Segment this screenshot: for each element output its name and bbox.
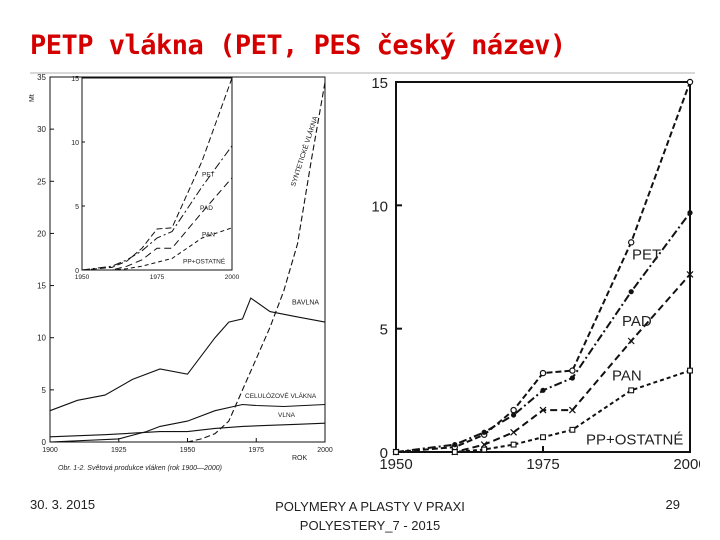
right-point-pp-ostatne-5: [569, 426, 576, 433]
right-point-pad-1: [452, 442, 458, 448]
left-main-x-tick-label-1950: 1950: [180, 447, 196, 454]
left-inset-x-tick-label-2000: 2000: [225, 274, 240, 281]
left-inset-y-tick-label-10: 10: [71, 140, 79, 147]
slide-title: PETP vlákna (PET, PES český název): [30, 30, 566, 61]
left-main-series-bavlna: [49, 297, 326, 412]
right-point-pad-5: [569, 375, 575, 381]
right-x-tick-label-1975: 1975: [526, 456, 559, 473]
right-y-tick-label-0: 0: [380, 445, 388, 462]
right-series-pad: [395, 212, 691, 453]
right-point-pet-5: [569, 367, 576, 374]
left-inset-y-tick-label-15: 15: [71, 76, 79, 83]
right-point-pad-4: [540, 387, 546, 393]
left-main-annotation-celulozove-vlakna: CELULÓZOVÉ VLÁKNA: [245, 391, 317, 400]
left-inset-y-tick-label-5: 5: [75, 204, 79, 211]
left-main-xlabel: ROK: [292, 455, 308, 462]
footer-course-line1: POLYMERY A PLASTY V PRAXI: [275, 499, 465, 514]
right-series-pp-ostatne: [396, 369, 691, 453]
right-point-pad-6: [628, 289, 634, 295]
left-main-y-tick-label-15: 15: [37, 282, 46, 291]
footer-course-line2: POLYESTERY_7 - 2015: [299, 518, 441, 533]
right-point-pan-7: [686, 270, 694, 278]
right-point-pp-ostatne-1: [451, 449, 458, 455]
right-point-pp-ostatne-7: [687, 367, 693, 374]
left-inset-annotation-pp-ostatne: PP+OSTATNÉ: [183, 257, 226, 266]
right-point-pp-ostatne-6: [628, 387, 635, 394]
left-main-caption: Obr. 1-2. Světová produkce vláken (rok 1…: [58, 465, 222, 472]
left-inset-series-pan: [82, 177, 233, 271]
left-main-annotation-bavlna: BAVLNA: [292, 299, 319, 306]
right-point-pad-7: [687, 210, 693, 216]
right-point-pet-7: [686, 78, 694, 86]
right-point-pp-ostatne-0: [393, 449, 399, 455]
right-y-tick-label-5: 5: [380, 322, 388, 339]
right-annotation-pp-ostatne: PP+OSTATNÉ: [586, 432, 683, 449]
left-main-y-tick-label-30: 30: [37, 125, 46, 134]
title-underline: [30, 72, 695, 74]
right-annotation-pan: PAN: [612, 367, 642, 384]
right-point-pet-3: [510, 406, 517, 414]
right-point-pp-ostatne-2: [481, 446, 488, 453]
left-main-annotation-synteticke-vlakna: SYNTETICKÉ VLÁKNA: [288, 115, 319, 188]
left-inset-annotation-pan: PAN: [202, 232, 215, 239]
left-main-y-tick-label-10: 10: [37, 334, 46, 343]
left-main-x-tick-label-2000: 2000: [317, 447, 333, 454]
left-main-series-synteticke-vlakna: [160, 82, 326, 443]
right-point-pet-6: [628, 239, 635, 246]
left-inset-series-pet: [81, 77, 233, 271]
right-point-pad-3: [511, 412, 517, 418]
right-point-pan-5: [568, 406, 576, 414]
right-series-pan: [396, 273, 691, 453]
left-main-series-vlna: [49, 422, 326, 438]
left-main-x-tick-label-1925: 1925: [111, 447, 127, 454]
right-annotation-pad: PAD: [622, 313, 652, 330]
left-main-ylabel: Mt: [29, 94, 36, 102]
right-point-pan-4: [539, 406, 547, 414]
right-y-tick-label-10: 10: [371, 198, 388, 215]
left-main-y-tick-label-20: 20: [37, 229, 46, 238]
right-x-tick-label-2000: 2000: [673, 456, 700, 473]
left-inset-series-pp-ostatne: [82, 227, 233, 271]
left-main-y-tick-label-0: 0: [42, 438, 47, 447]
left-main-x-tick-label-1900: 1900: [42, 447, 58, 454]
right-x-tick-label-1950: 1950: [379, 456, 412, 473]
right-point-pan-6: [627, 337, 635, 345]
left-inset-annotation-pet: PET: [202, 172, 215, 179]
left-main-y-tick-label-35: 35: [37, 73, 46, 82]
left-main-y-tick-label-5: 5: [42, 386, 47, 395]
left-inset-x-tick-label-1950: 1950: [75, 274, 90, 281]
left-main-series-celulozove-vlakna: [49, 403, 326, 443]
right-series-pet: [395, 81, 691, 453]
footer-date: 30. 3. 2015: [30, 497, 96, 512]
left-main-annotation-vlna: VLNA: [278, 412, 296, 419]
right-chart-figure: 0 5 10 15 1950 1975 2000 PET PAD PAN PP+OSTATNÉ: [371, 75, 700, 473]
right-y-tick-label-15: 15: [371, 75, 388, 92]
footer-course: POLYMERY A PLASTY V PRAXI POLYESTERY_7 -…: [250, 497, 490, 535]
right-frame: [395, 81, 691, 453]
left-inset-annotation-pad: PAD: [200, 205, 213, 212]
footer-page-number: 29: [665, 497, 680, 512]
left-inset-x-tick-label-1975: 1975: [150, 274, 165, 281]
right-point-pp-ostatne-4: [540, 434, 546, 441]
right-point-pad-2: [481, 429, 487, 435]
right-point-pet-4: [539, 369, 547, 377]
left-main-x-tick-label-1975: 1975: [248, 447, 264, 454]
left-inset-series-pad: [81, 145, 233, 271]
left-inset-y-tick-label-0: 0: [75, 268, 79, 275]
right-annotation-pet: PET: [632, 247, 661, 264]
right-point-pan-3: [510, 428, 518, 436]
right-point-pp-ostatne-3: [510, 441, 517, 448]
left-chart-figure: 0 5 10 15 20 25 30 35 1900 1925 1950 1975 2000 Mt ROK O…: [29, 73, 333, 472]
left-main-y-tick-label-25: 25: [37, 177, 46, 186]
